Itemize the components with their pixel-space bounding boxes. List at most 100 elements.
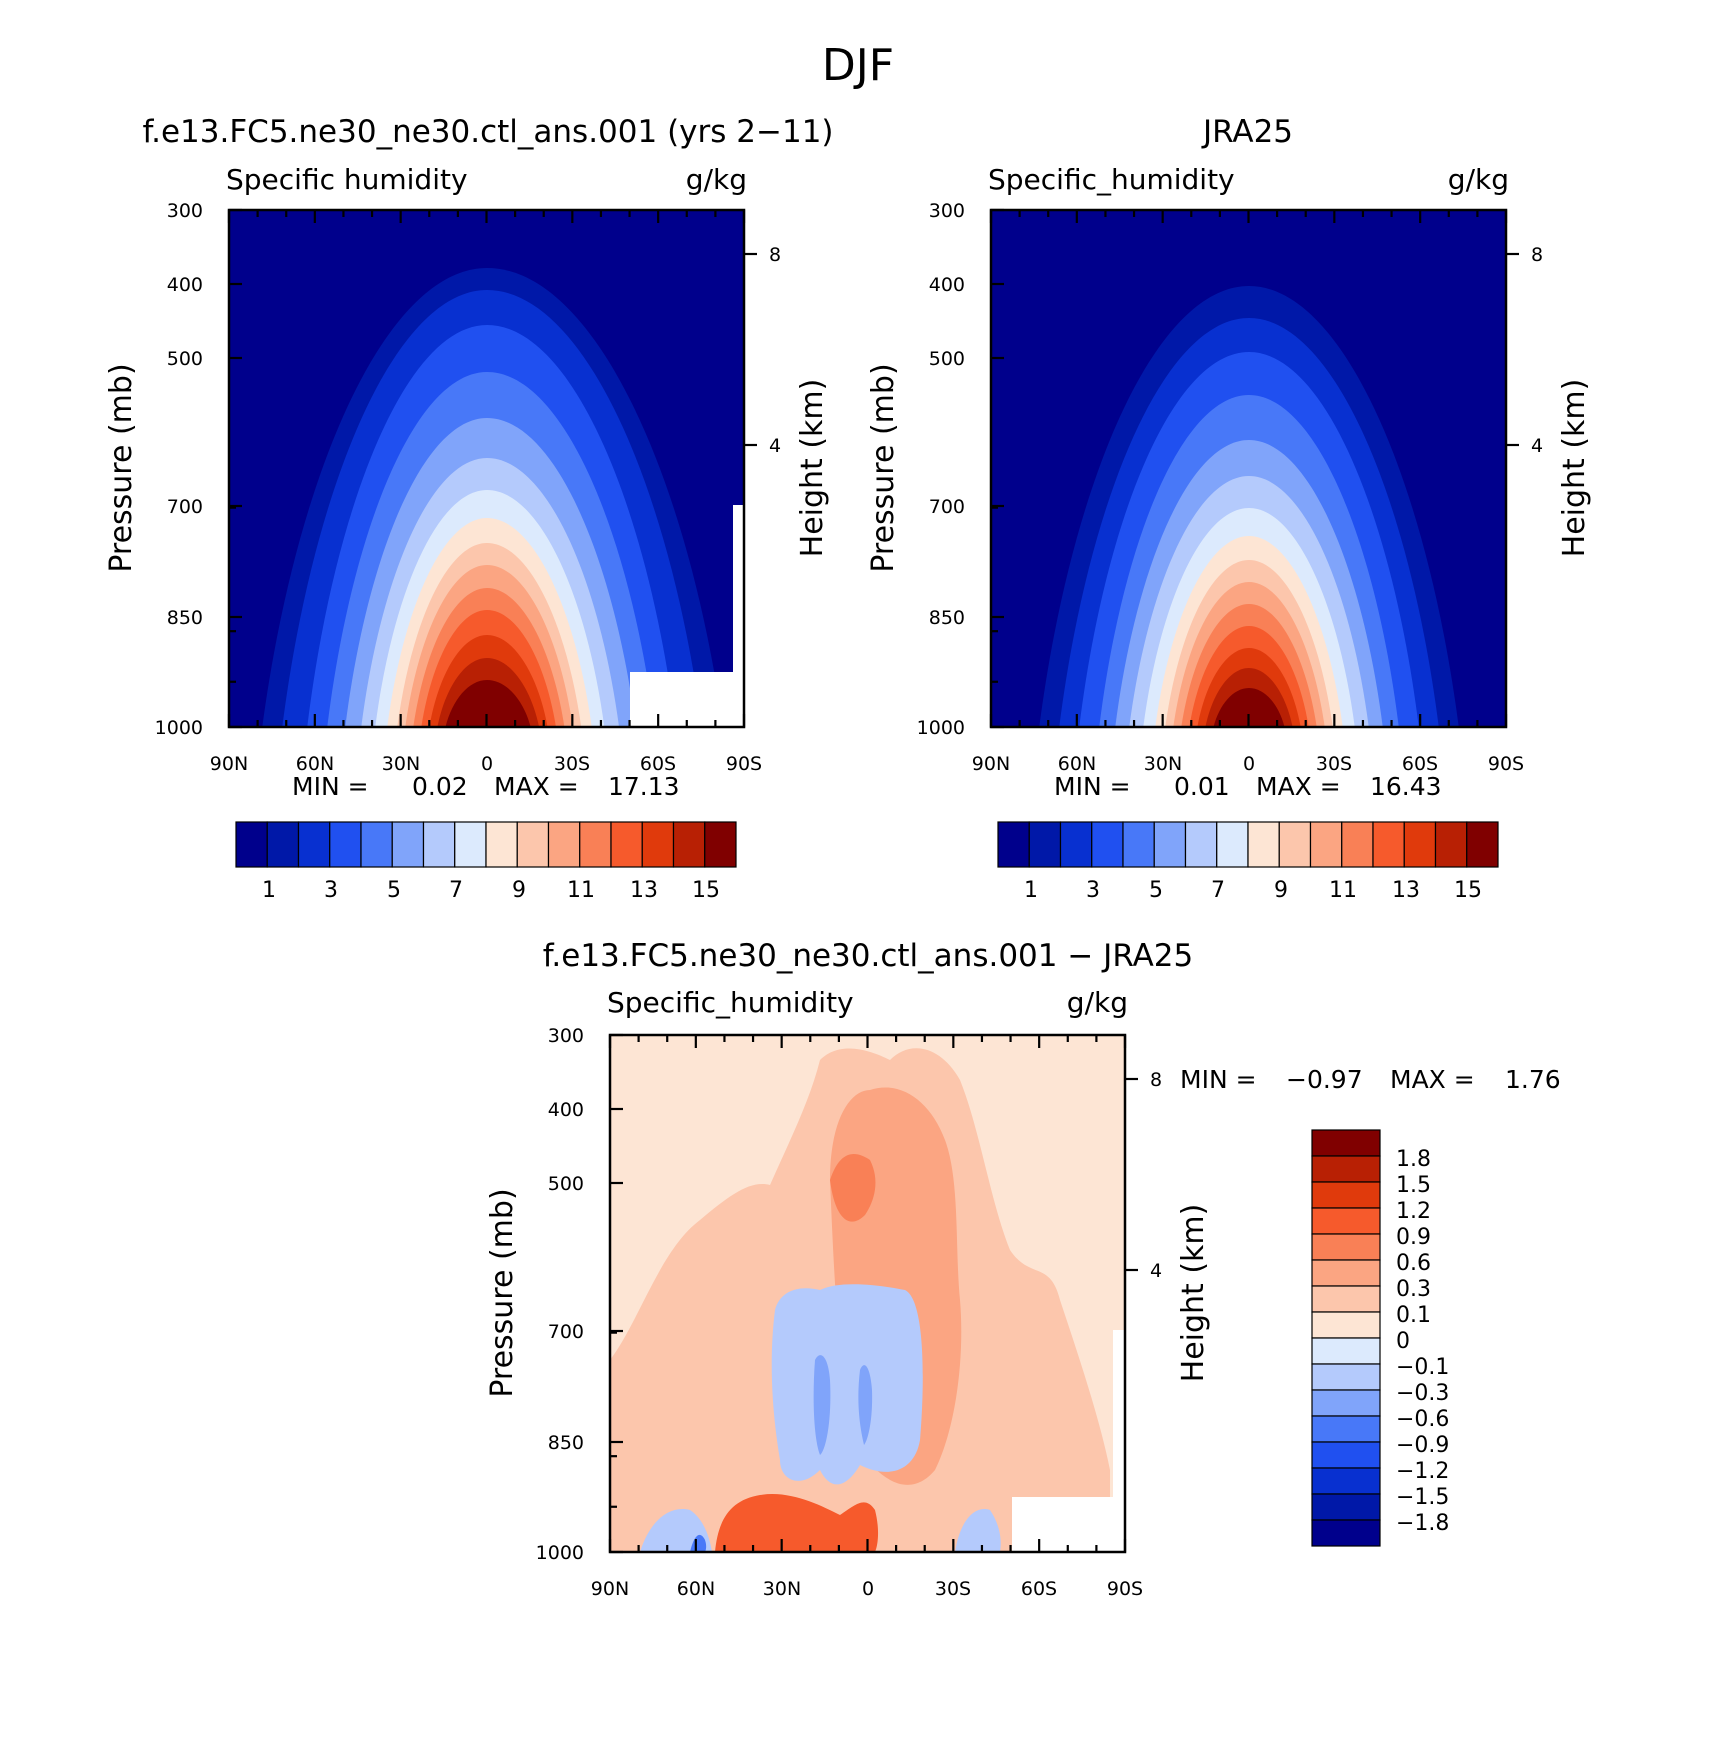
panel-model-cb-label-9: 9 xyxy=(512,878,526,903)
colorbar-box xyxy=(1311,1519,1381,1547)
panel-model: f.e13.FC5.ne30_ne30.ctl_ans.001 (yrs 2−1… xyxy=(104,114,834,903)
colorbar-box xyxy=(422,821,456,868)
panel-difference-xtick-60n: 60N xyxy=(677,1578,715,1600)
panel-difference-cb-label-5: 0.6 xyxy=(1396,1251,1431,1276)
colorbar-box xyxy=(1184,821,1218,868)
panel-difference-y2tick-4: 4 xyxy=(1150,1260,1162,1282)
panel-model-cb-label-1: 1 xyxy=(262,878,276,903)
panel-difference-cb-label-6: 0.3 xyxy=(1396,1277,1431,1302)
panel-model-colorbar xyxy=(235,821,737,868)
panel-reference-xtick-90s: 90S xyxy=(1488,753,1524,775)
panel-model-y2label: Height (km) xyxy=(795,379,830,558)
panel-difference-cb-label-2: 1.5 xyxy=(1396,1173,1431,1198)
panel-model-ytick-400: 400 xyxy=(167,274,203,296)
panel-difference-ylabel: Pressure (mb) xyxy=(485,1188,520,1397)
panel-model-xtick-90s: 90S xyxy=(726,753,762,775)
panel-model-cb-label-15: 15 xyxy=(692,878,720,903)
panel-difference-ytick-400: 400 xyxy=(548,1099,584,1121)
panel-reference-colorbar xyxy=(997,821,1499,868)
panel-model-y2tick-8: 8 xyxy=(769,244,781,266)
panel-difference-colorbar xyxy=(1311,1129,1381,1547)
colorbar-box xyxy=(1311,1259,1381,1287)
panel-model-max-label: MAX = xyxy=(494,772,579,801)
panel-difference-y2tick-8: 8 xyxy=(1150,1069,1162,1091)
colorbar-box xyxy=(1311,1311,1381,1339)
panel-reference-units: g/kg xyxy=(1448,163,1509,196)
colorbar-box xyxy=(1216,821,1249,868)
panel-model-ytick-850: 850 xyxy=(167,607,203,629)
panel-difference-cb-label-9: −0.1 xyxy=(1396,1355,1449,1380)
panel-difference-missing-data-strip xyxy=(1113,1330,1125,1500)
colorbar-box xyxy=(485,821,518,868)
colorbar-box xyxy=(610,821,643,868)
panel-model-cb-label-7: 7 xyxy=(449,878,463,903)
panel-difference-cb-label-11: −0.6 xyxy=(1396,1407,1449,1432)
colorbar-box xyxy=(547,821,581,868)
panel-model-xtick-30n: 30N xyxy=(382,753,420,775)
panel-reference-cb-label-3: 3 xyxy=(1086,878,1100,903)
colorbar-box xyxy=(1311,1181,1381,1209)
panel-reference-xtick-0: 0 xyxy=(1243,753,1255,775)
panel-reference-xtick-30n: 30N xyxy=(1144,753,1182,775)
panel-reference-contours xyxy=(991,210,1506,727)
panel-reference-max-label: MAX = xyxy=(1256,772,1341,801)
panel-difference-ytick-300: 300 xyxy=(548,1025,584,1047)
colorbar-box xyxy=(1311,1389,1381,1417)
colorbar-box xyxy=(1091,821,1124,868)
panel-model-xtick-60n: 60N xyxy=(296,753,334,775)
colorbar-box xyxy=(1311,1285,1381,1313)
panel-reference-ytick-400: 400 xyxy=(929,274,965,296)
panel-reference-xtick-60s: 60S xyxy=(1402,753,1438,775)
panel-model-xtick-60s: 60S xyxy=(640,753,676,775)
contour-region xyxy=(830,1154,876,1222)
panel-difference-ticks xyxy=(608,1033,1138,1554)
panel-reference-cb-label-13: 13 xyxy=(1392,878,1420,903)
figure-title: DJF xyxy=(822,40,894,91)
colorbar-box xyxy=(579,821,612,868)
panel-difference-cb-label-12: −0.9 xyxy=(1396,1433,1449,1458)
panel-model-xtick-0: 0 xyxy=(481,753,493,775)
panel-model-cb-label-11: 11 xyxy=(567,878,595,903)
panel-difference-cb-label-7: 0.1 xyxy=(1396,1303,1431,1328)
panel-reference-cb-label-7: 7 xyxy=(1211,878,1225,903)
panel-difference-min-label: MIN = xyxy=(1180,1065,1257,1094)
panel-reference-cb-label-9: 9 xyxy=(1274,878,1288,903)
panel-difference-variable: Specific_humidity xyxy=(607,986,854,1019)
contour-region xyxy=(771,1284,923,1485)
panel-reference-min-label: MIN = xyxy=(1054,772,1131,801)
panel-model-xtick-30s: 30S xyxy=(554,753,590,775)
panel-reference-xtick-90n: 90N xyxy=(972,753,1010,775)
colorbar-box xyxy=(1372,821,1405,868)
colorbar-box xyxy=(1311,1441,1381,1469)
panel-model-min-value: 0.02 xyxy=(412,772,468,801)
panel-reference-cb-label-5: 5 xyxy=(1149,878,1163,903)
panel-model-ytick-1000: 1000 xyxy=(155,717,203,739)
colorbar-box xyxy=(1309,821,1343,868)
colorbar-box xyxy=(997,821,1030,868)
colorbar-box xyxy=(516,821,550,868)
panel-difference-units: g/kg xyxy=(1067,986,1128,1019)
panel-difference-cb-label-8: 0 xyxy=(1396,1329,1410,1354)
panel-model-cb-label-13: 13 xyxy=(630,878,658,903)
panel-difference-cb-label-10: −0.3 xyxy=(1396,1381,1449,1406)
panel-reference-y2tick-8: 8 xyxy=(1531,244,1543,266)
colorbar-box xyxy=(1403,821,1437,868)
panel-reference-ytick-850: 850 xyxy=(929,607,965,629)
panel-model-title: f.e13.FC5.ne30_ne30.ctl_ans.001 (yrs 2−1… xyxy=(142,114,833,150)
panel-difference-title: f.e13.FC5.ne30_ne30.ctl_ans.001 − JRA25 xyxy=(543,938,1194,974)
panel-difference-max-label: MAX = xyxy=(1390,1065,1475,1094)
colorbar-box xyxy=(1311,1467,1381,1495)
panel-reference-ytick-300: 300 xyxy=(929,200,965,222)
panel-difference-cb-label-14: −1.5 xyxy=(1396,1485,1449,1510)
panel-reference-xtick-60n: 60N xyxy=(1058,753,1096,775)
panel-model-ytick-500: 500 xyxy=(167,348,203,370)
panel-model-y2tick-4: 4 xyxy=(769,435,781,457)
colorbar-box xyxy=(1311,1155,1381,1183)
panel-model-units: g/kg xyxy=(686,163,747,196)
colorbar-box xyxy=(704,821,737,868)
panel-reference-cb-label-15: 15 xyxy=(1454,878,1482,903)
colorbar-box xyxy=(1311,1233,1381,1261)
panel-model-xtick-90n: 90N xyxy=(210,753,248,775)
panel-model-ticks xyxy=(227,208,757,729)
panel-difference-cb-label-4: 0.9 xyxy=(1396,1225,1431,1250)
